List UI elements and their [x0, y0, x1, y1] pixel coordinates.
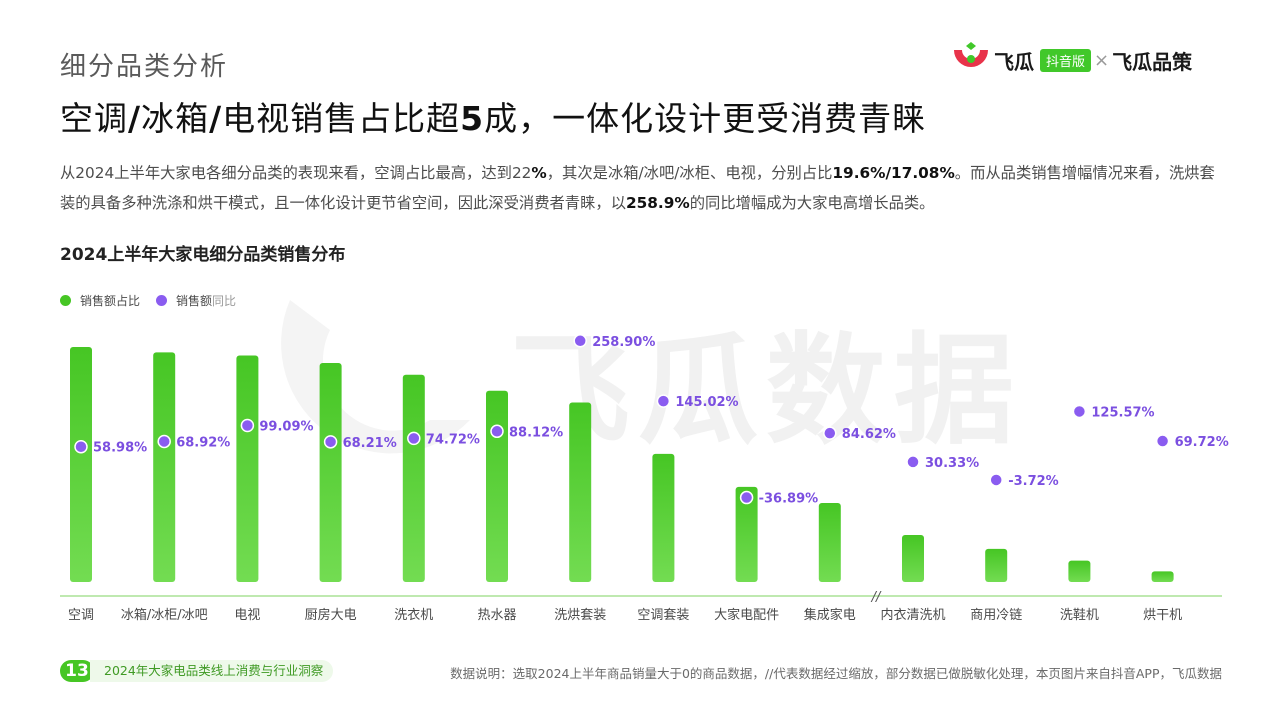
footer: 13 2024年大家电品类线上消费与行业洞察: [60, 660, 334, 682]
desc-text-1: 从2024上半年大家电各细分品类的表现来看，空调占比最高，达到22: [60, 164, 532, 182]
chart-title: 2024上半年大家电细分品类销售分布: [60, 245, 346, 265]
page-headline: 空调/冰箱/电视销售占比超5成，一体化设计更受消费青睐: [60, 92, 926, 140]
x-tick-label-7: 空调套装: [637, 607, 689, 623]
x-tick-label-6: 洗烘套装: [554, 607, 606, 623]
bar-11: [985, 548, 1008, 582]
headline-part-4: 成，一体化设计更受消费青睐: [484, 99, 927, 138]
bar-13: [1151, 571, 1174, 582]
yoy-label-4: 74.72%: [426, 432, 480, 447]
legend-item-yoy: 销售额 同比: [156, 292, 236, 309]
yoy-point-9: [823, 426, 837, 440]
yoy-label-3: 68.21%: [343, 436, 397, 451]
legend-label-share: 销售额占比: [80, 294, 141, 308]
x-tick-label-13: 烘干机: [1143, 608, 1182, 623]
yoy-point-12: [1072, 404, 1087, 419]
x-tick-label-10: 内衣清洗机: [880, 607, 945, 623]
yoy-label-6: 258.90%: [592, 335, 655, 350]
yoy-point-13: [1155, 434, 1170, 448]
legend-swatch-yoy: [156, 295, 168, 306]
feigua-logo-icon: [954, 42, 988, 67]
watermark-text: 飞瓜数据: [510, 322, 1022, 461]
yoy-label-10: 30.33%: [925, 456, 979, 471]
brand-logo: 飞瓜 抖音版 × 飞瓜品策: [950, 42, 1192, 78]
x-tick-label-0: 空调: [68, 608, 94, 623]
bar-4: [402, 374, 425, 582]
desc-highlight-1: %: [531, 164, 547, 182]
yoy-point-8: [739, 490, 754, 505]
legend-swatch-share: [60, 295, 71, 306]
yoy-point-1: [157, 434, 171, 449]
bar-5: [486, 390, 508, 582]
bar-10: [902, 535, 924, 582]
x-tick-label-2: 电视: [234, 608, 260, 623]
desc-highlight-3: 258.9%: [626, 194, 690, 212]
yoy-point-2: [240, 418, 255, 433]
axis-break-marker: //: [871, 590, 882, 605]
page-number: 13: [60, 660, 94, 682]
description-paragraph: 从2024上半年大家电各细分品类的表现来看，空调占比最高，达到22%，其次是冰箱…: [60, 158, 1225, 218]
yoy-label-9: 84.62%: [842, 427, 896, 442]
bar-1: [153, 352, 176, 582]
section-label: 细分品类分析: [60, 52, 229, 82]
headline-slash-1: /: [128, 99, 142, 138]
chart-legend: 销售额占比 销售额 同比: [60, 292, 252, 309]
report-title: 2024年大家电品类线上消费与行业洞察: [90, 660, 334, 682]
yoy-point-3: [323, 435, 338, 449]
brand-separator: ×: [1094, 49, 1110, 71]
x-tick-label-11: 商用冷链: [970, 608, 1022, 623]
yoy-point-5: [490, 424, 504, 439]
legend-label-yoy-1: 销售额: [176, 294, 213, 308]
desc-text-4: 的同比增幅成为大家电高增长品类。: [689, 194, 935, 212]
yoy-label-7: 145.02%: [675, 395, 738, 410]
brand-name-feigua: 飞瓜: [994, 49, 1034, 74]
yoy-label-1: 68.92%: [176, 435, 230, 450]
bar-3: [319, 363, 342, 582]
x-tick-label-9: 集成家电: [804, 607, 856, 623]
yoy-label-2: 99.09%: [259, 419, 313, 434]
yoy-label-13: 69.72%: [1175, 435, 1229, 450]
x-tick-label-1: 冰箱/冰柜/冰吧: [121, 607, 208, 623]
yoy-label-8: -36.89%: [759, 492, 819, 507]
headline-slash-2: /: [209, 99, 223, 138]
desc-highlight-2: 19.6%/17.08%: [832, 164, 955, 182]
yoy-point-6: [573, 334, 587, 348]
x-tick-label-3: 厨房大电: [305, 607, 357, 623]
bar-12: [1068, 560, 1091, 582]
headline-part-2: 冰箱: [141, 99, 210, 138]
yoy-label-5: 88.12%: [509, 425, 563, 440]
yoy-point-7: [656, 394, 671, 408]
desc-text-3: 。而从品类销售增幅情况来看，洗烘套装的具备多种洗涤和烘干模式，且一体化设计更节省…: [60, 164, 1215, 212]
yoy-point-11: [989, 473, 1003, 487]
headline-number: 5: [460, 99, 485, 138]
legend-label-yoy-2: 同比: [212, 294, 237, 308]
desc-text-2: ，其次是冰箱/冰吧/冰柜、电视，分别占比: [546, 164, 833, 182]
yoy-point-10: [906, 455, 920, 469]
douyin-badge: 抖音版: [1040, 48, 1092, 72]
x-tick-label-4: 洗衣机: [394, 607, 433, 623]
x-tick-label-12: 洗鞋机: [1060, 607, 1099, 623]
headline-part-3: 电视销售占比超: [222, 99, 461, 138]
yoy-label-11: -3.72%: [1008, 474, 1058, 489]
bar-2: [236, 355, 259, 582]
x-tick-label-5: 热水器: [477, 608, 516, 623]
yoy-label-0: 58.98%: [93, 441, 147, 456]
yoy-label-12: 125.57%: [1091, 405, 1154, 420]
bar-6: [569, 402, 592, 582]
legend-item-share: 销售额占比: [60, 292, 140, 309]
bar-9: [818, 502, 841, 582]
data-footnote: 数据说明：选取2024上半年商品销量大于0的商品数据，//代表数据经过缩放，部分…: [450, 666, 1222, 681]
brand-name-pince: 飞瓜品策: [1112, 49, 1193, 74]
bar-0: [70, 347, 92, 582]
yoy-point-0: [74, 439, 88, 454]
bar-8: [735, 486, 758, 582]
x-tick-label-8: 大家电配件: [714, 607, 779, 623]
yoy-point-4: [407, 431, 421, 446]
headline-part-1: 空调: [60, 99, 128, 138]
bar-7: [652, 453, 675, 582]
